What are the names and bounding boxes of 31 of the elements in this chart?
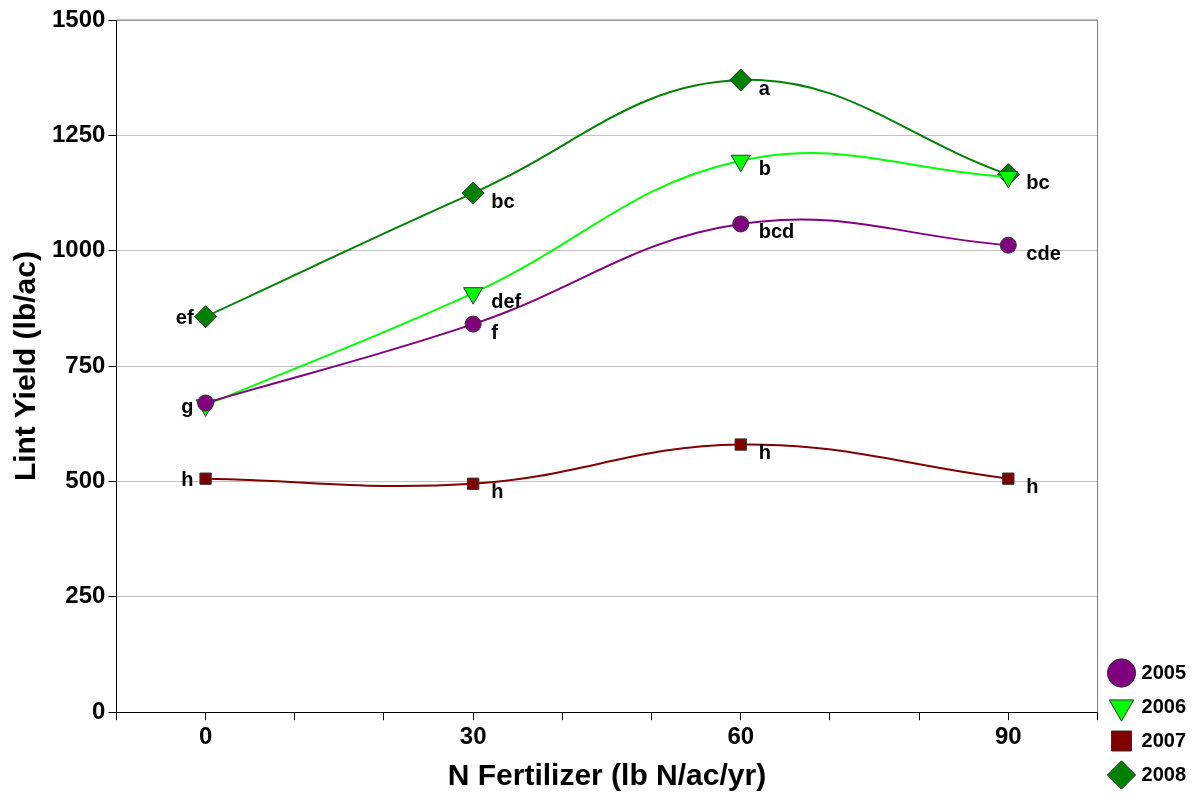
y-tick-label: 1000 — [52, 235, 106, 263]
y-tick-label: 0 — [92, 696, 106, 724]
x-tick-label: 60 — [727, 722, 755, 750]
x-tick-label: 30 — [459, 722, 487, 750]
annotation: cde — [1026, 241, 1061, 264]
legend-label: 2005 — [1141, 660, 1187, 683]
legend-label: 2006 — [1141, 694, 1187, 717]
y-tick-label: 250 — [65, 581, 106, 609]
annotation: a — [758, 76, 771, 99]
legend-label: 2007 — [1141, 728, 1187, 751]
annotation: b — [758, 157, 771, 180]
annotation: bcd — [758, 220, 795, 243]
y-tick-label: 750 — [65, 350, 106, 378]
y-tick-label: 1250 — [52, 119, 106, 147]
annotation: ef — [175, 306, 194, 329]
x-tick-label: 90 — [994, 722, 1022, 750]
x-tick-label: 0 — [198, 722, 213, 750]
annotation: h — [1026, 475, 1039, 498]
annotation: h — [181, 468, 194, 491]
annotation: f — [491, 320, 499, 343]
legend-label: 2008 — [1141, 762, 1187, 785]
annotation: h — [491, 480, 504, 503]
annotation: bc — [1026, 171, 1050, 194]
y-tick-label: 1500 — [52, 4, 106, 32]
x-axis-title: N Fertilizer (lb N/ac/yr) — [447, 758, 767, 792]
y-tick-label: 500 — [65, 466, 106, 494]
y-axis-title: Lint Yield (lb/ac) — [8, 251, 42, 482]
annotation: def — [491, 289, 522, 312]
annotation: bc — [491, 189, 515, 212]
annotation: g — [181, 394, 194, 417]
annotation: h — [758, 441, 771, 464]
